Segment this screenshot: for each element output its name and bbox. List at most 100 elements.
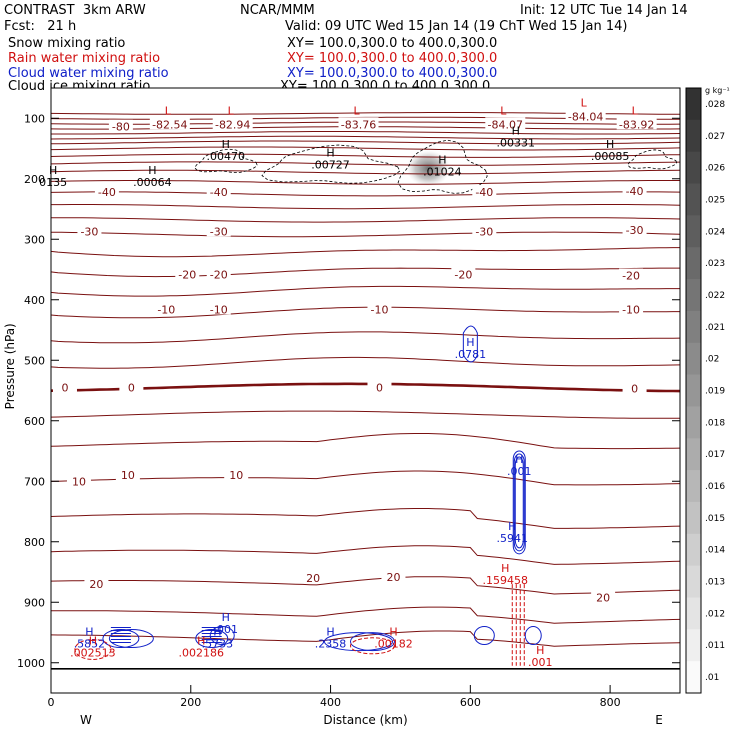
contour-label-bg: [84, 577, 109, 590]
cloud-ice-contour: [627, 149, 678, 170]
colorbar-tick-label: .012: [705, 609, 725, 619]
colorbar-tick-label: .018: [705, 418, 725, 428]
contour-label-bg: [108, 119, 133, 132]
contour-line: [50, 306, 680, 319]
rain-high-marker: H: [536, 644, 544, 657]
low-label-bg: [616, 117, 657, 130]
cloud-water-high-value: .2358: [315, 638, 347, 651]
low-value: -84.04: [568, 110, 603, 123]
cloud-ice-contour: [261, 144, 401, 184]
colorbar-tick-label: .023: [705, 259, 725, 269]
contour-label-bg: [622, 223, 647, 236]
colorbar-tick-label: .013: [705, 578, 725, 588]
low-marker: L: [581, 96, 588, 109]
low-marker: L: [500, 104, 507, 117]
cloud-ice-high-value: .01024: [423, 166, 462, 179]
contour-line: [50, 285, 680, 297]
contour-line: [51, 204, 681, 210]
y-tick-label: 100: [24, 112, 45, 125]
colorbar-swatch: [686, 119, 701, 153]
contour-line: [50, 140, 681, 145]
cloud-water-contour: [514, 456, 524, 549]
colorbar-tick-label: .019: [705, 387, 725, 397]
cloud-ice-contour: [397, 139, 488, 194]
colorbar-tick-label: .026: [705, 164, 725, 174]
contour-label-bg: [66, 474, 91, 487]
contour-label-bg: [119, 380, 144, 393]
cloud-water-high-marker: H: [222, 611, 230, 624]
field-xy-cloud-water: XY= 100.0,300.0 to 400.0,300.0: [287, 66, 498, 81]
colorbar-swatch: [686, 406, 701, 439]
plot-area: [51, 88, 680, 693]
zero-isotherm: [50, 382, 681, 393]
rain-high-value: .002513: [70, 647, 116, 660]
contour-line: [50, 433, 681, 450]
x-axis-label: Distance (km): [323, 713, 407, 727]
cloud-ice-max-shading: [406, 150, 451, 187]
contour-label: -20: [622, 270, 640, 283]
field-name-cloud-water: Cloud water mixing ratio: [8, 66, 169, 81]
low-value: -82.54: [152, 118, 187, 131]
low-label-bg: [485, 117, 526, 130]
contour-line: [50, 247, 680, 258]
forecast-hour: Fcst: 21 h: [4, 19, 77, 34]
colorbar-tick-label: .017: [705, 450, 725, 460]
colorbar-swatch: [686, 565, 701, 598]
y-tick-label: 300: [24, 233, 45, 246]
low-value: -84.07: [488, 118, 523, 131]
x-tick-label: 0: [48, 696, 55, 709]
contour-line: [50, 508, 681, 529]
low-value: -83.92: [619, 118, 654, 131]
colorbar-frame: [685, 87, 702, 694]
colorbar-tick-label: .011: [705, 641, 725, 651]
colorbar-tick-label: .022: [705, 291, 725, 301]
field-xy-rain: XY= 100.0,300.0 to 400.0,300.0: [287, 51, 498, 66]
rain-high-marker: H: [89, 635, 97, 648]
contour-line: [50, 267, 680, 278]
cloud-ice-high-value: .00727: [311, 158, 350, 171]
y-tick-label: 500: [24, 354, 45, 367]
contour-label-bg: [472, 185, 497, 198]
colorbar-swatch: [686, 661, 701, 694]
contour-line: [50, 169, 681, 175]
cloud-water-contour: [462, 325, 478, 363]
y-tick-label: 700: [24, 475, 45, 488]
cloud-ice-high-marker: H: [438, 154, 446, 167]
colorbar-swatch: [686, 310, 701, 344]
colorbar-tick-label: .01: [705, 673, 719, 683]
contour-label: 20: [596, 591, 610, 604]
contour-line: [51, 606, 681, 624]
low-label-bg: [565, 109, 606, 122]
contour-label-bg: [52, 380, 77, 393]
cloud-ice-high-value: .00085: [591, 150, 630, 163]
colorbar-tick-label: .024: [705, 227, 725, 237]
contour-label-bg: [622, 381, 647, 394]
contour-label: 20: [306, 572, 320, 585]
cloud-ice-contour: [194, 148, 258, 174]
low-label-bg: [212, 117, 253, 130]
contour-label: -10: [622, 303, 640, 316]
cloud-water-high-value: .0781: [455, 348, 487, 361]
contour-label-bg: [154, 302, 179, 315]
colorbar-tick-label: .016: [705, 482, 725, 492]
contour-label: 0: [128, 381, 135, 394]
rain-high-marker: H: [501, 562, 509, 575]
contour-label: 20: [386, 571, 400, 584]
contour-line: [50, 161, 681, 166]
cloud-water-contour: [512, 450, 526, 555]
contour-line: [50, 153, 681, 158]
contour-line: [50, 576, 681, 595]
low-marker: L: [228, 104, 235, 117]
rain-contour: [74, 638, 112, 660]
cloud-water-contour: [324, 632, 394, 652]
contour-label-bg: [619, 268, 644, 281]
rain-high-value: .002186: [179, 647, 225, 660]
colorbar-tick-label: .028: [705, 100, 725, 110]
valid-time: Valid: 09 UTC Wed 15 Jan 14 (19 ChT Wed …: [285, 19, 628, 34]
rain-high-marker: H: [197, 635, 205, 648]
contour-label-bg: [94, 185, 119, 198]
cloud-water-high-value: .5733: [202, 638, 234, 651]
contour-line: [50, 331, 681, 344]
contour-label: -30: [475, 225, 493, 238]
rain-high-marker: H: [389, 626, 397, 639]
